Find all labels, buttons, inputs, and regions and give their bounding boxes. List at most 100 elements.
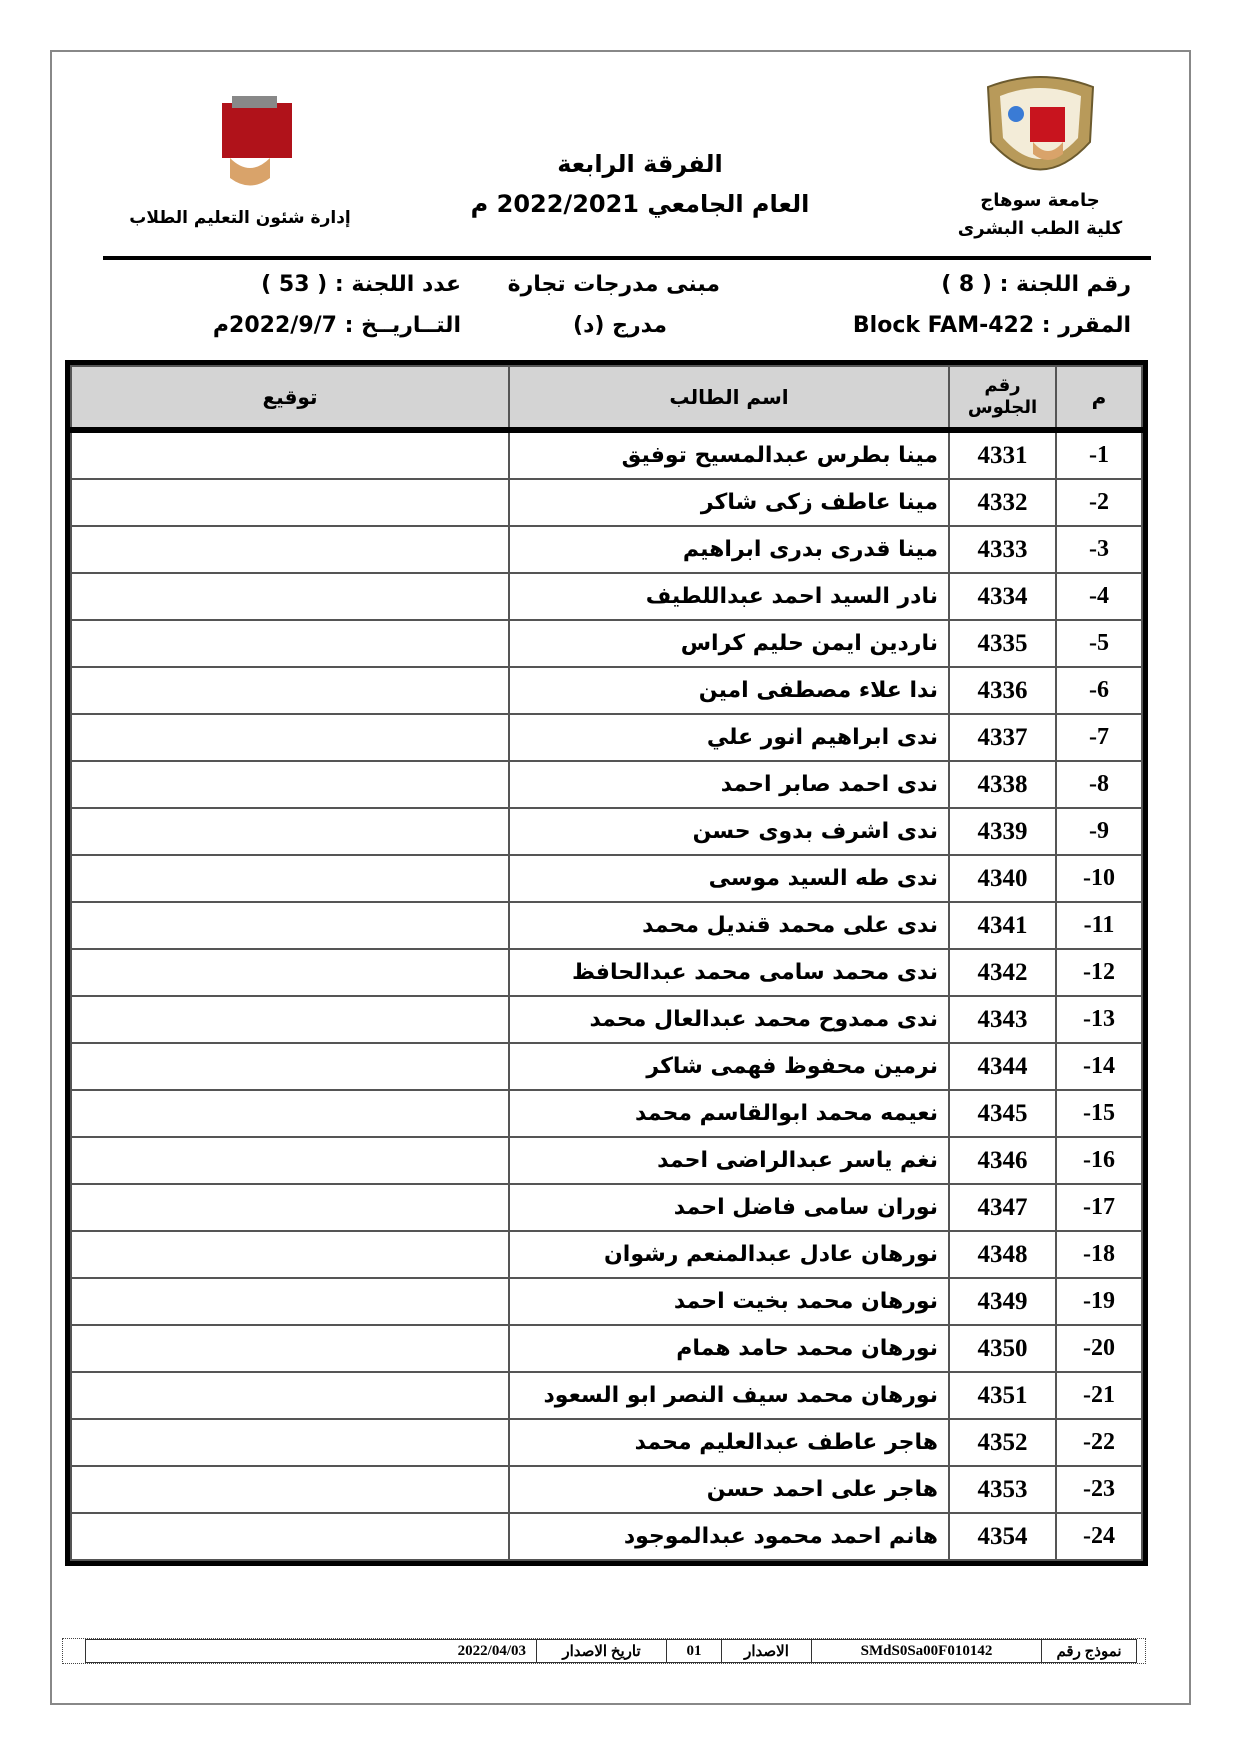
- seat-number: 4348: [948, 1230, 1057, 1279]
- student-name: ندى احمد صابر احمد: [508, 760, 950, 809]
- table-row: -22 4352 هاجر عاطف عبدالعليم محمد: [70, 1418, 1143, 1467]
- signature-cell[interactable]: [70, 1230, 510, 1279]
- form-number: SMdS0Sa00F010142: [811, 1639, 1042, 1663]
- seat-number: 4352: [948, 1418, 1057, 1467]
- row-index: -22: [1055, 1418, 1143, 1467]
- form-footer: نموذج رقم SMdS0Sa00F010142 الاصدار 01 تا…: [62, 1638, 1146, 1664]
- seat-number: 4340: [948, 854, 1057, 903]
- student-name: ندى ابراهيم انور علي: [508, 713, 950, 762]
- table-row: -23 4353 هاجر على احمد حسن: [70, 1465, 1143, 1514]
- student-name: ندى محمد سامى محمد عبدالحافظ: [508, 948, 950, 997]
- student-name: ناردين ايمن حليم كراس: [508, 619, 950, 668]
- table-row: -10 4340 ندى طه السيد موسى: [70, 854, 1143, 903]
- seat-number: 4337: [948, 713, 1057, 762]
- signature-cell[interactable]: [70, 572, 510, 621]
- academic-year-title: العام الجامعي 2022/2021 م: [470, 190, 810, 218]
- students-table: م رقم الجلوس اسم الطالب توقيع -1 4331 مينا…: [65, 360, 1148, 1566]
- seat-number: 4342: [948, 948, 1057, 997]
- student-name: هاجر على احمد حسن: [508, 1465, 950, 1514]
- table-row: -19 4349 نورهان محمد بخيت احمد: [70, 1277, 1143, 1326]
- seat-number: 4331: [948, 429, 1057, 480]
- header-index: م: [1055, 365, 1143, 433]
- signature-cell[interactable]: [70, 901, 510, 950]
- signature-cell[interactable]: [70, 1324, 510, 1373]
- table-row: -17 4347 نوران سامى فاضل احمد: [70, 1183, 1143, 1232]
- student-name: نوران سامى فاضل احمد: [508, 1183, 950, 1232]
- signature-cell[interactable]: [70, 760, 510, 809]
- signature-cell[interactable]: [70, 1089, 510, 1138]
- row-index: -21: [1055, 1371, 1143, 1420]
- signature-cell[interactable]: [70, 995, 510, 1044]
- exam-date: التــاريــخ : 2022/9/7م: [212, 313, 461, 338]
- signature-cell[interactable]: [70, 948, 510, 997]
- signature-cell[interactable]: [70, 1136, 510, 1185]
- signature-cell[interactable]: [70, 807, 510, 856]
- header-divider: [103, 256, 1151, 260]
- signature-cell[interactable]: [70, 429, 510, 480]
- row-index: -16: [1055, 1136, 1143, 1185]
- table-row: -13 4343 ندى ممدوح محمد عبدالعال محمد: [70, 995, 1143, 1044]
- row-index: -4: [1055, 572, 1143, 621]
- signature-cell[interactable]: [70, 1277, 510, 1326]
- student-name: نغم ياسر عبدالراضى احمد: [508, 1136, 950, 1185]
- seat-number: 4349: [948, 1277, 1057, 1326]
- row-index: -11: [1055, 901, 1143, 950]
- row-index: -20: [1055, 1324, 1143, 1373]
- row-index: -23: [1055, 1465, 1143, 1514]
- signature-cell[interactable]: [70, 1418, 510, 1467]
- row-index: -3: [1055, 525, 1143, 574]
- seat-number: 4347: [948, 1183, 1057, 1232]
- table-row: -16 4346 نغم ياسر عبدالراضى احمد: [70, 1136, 1143, 1185]
- table-row: -2 4332 مينا عاطف زكى شاكر: [70, 478, 1143, 527]
- student-name: مينا قدرى بدرى ابراهيم: [508, 525, 950, 574]
- committee-count: عدد اللجنة : ( 53 ): [261, 272, 461, 297]
- row-index: -15: [1055, 1089, 1143, 1138]
- course-code: المقرر : Block FAM-422: [852, 313, 1131, 338]
- table-header-row: م رقم الجلوس اسم الطالب توقيع: [70, 365, 1143, 433]
- signature-cell[interactable]: [70, 525, 510, 574]
- student-name: هاجر عاطف عبدالعليم محمد: [508, 1418, 950, 1467]
- grade-title: الفرقة الرابعة: [557, 150, 723, 178]
- table-row: -21 4351 نورهان محمد سيف النصر ابو السعود: [70, 1371, 1143, 1420]
- header-seat-number: رقم الجلوس: [948, 365, 1057, 433]
- student-name: نادر السيد احمد عبداللطيف: [508, 572, 950, 621]
- table-row: -6 4336 ندا علاء مصطفى امين: [70, 666, 1143, 715]
- row-index: -19: [1055, 1277, 1143, 1326]
- signature-cell[interactable]: [70, 478, 510, 527]
- seat-number: 4354: [948, 1512, 1057, 1561]
- signature-cell[interactable]: [70, 854, 510, 903]
- row-index: -13: [1055, 995, 1143, 1044]
- seat-number: 4341: [948, 901, 1057, 950]
- signature-cell[interactable]: [70, 1371, 510, 1420]
- row-index: -14: [1055, 1042, 1143, 1091]
- seat-number: 4345: [948, 1089, 1057, 1138]
- seat-number: 4338: [948, 760, 1057, 809]
- signature-cell[interactable]: [70, 713, 510, 762]
- student-name: نعيمه محمد ابوالقاسم محمد: [508, 1089, 950, 1138]
- seat-number: 4334: [948, 572, 1057, 621]
- seat-number: 4346: [948, 1136, 1057, 1185]
- signature-cell[interactable]: [70, 666, 510, 715]
- student-name: مينا بطرس عبدالمسيح توفيق: [508, 429, 950, 480]
- signature-cell[interactable]: [70, 1512, 510, 1561]
- committee-number: رقم اللجنة : ( 8 ): [941, 272, 1131, 297]
- row-index: -5: [1055, 619, 1143, 668]
- hall: مدرج (د): [573, 313, 667, 338]
- table-row: -9 4339 ندى اشرف بدوى حسن: [70, 807, 1143, 856]
- seat-number: 4339: [948, 807, 1057, 856]
- seat-number: 4344: [948, 1042, 1057, 1091]
- signature-cell[interactable]: [70, 1183, 510, 1232]
- issue-date: 2022/04/03: [85, 1639, 537, 1663]
- table-row: -4 4334 نادر السيد احمد عبداللطيف: [70, 572, 1143, 621]
- table-row: -11 4341 ندى على محمد قنديل محمد: [70, 901, 1143, 950]
- signature-cell[interactable]: [70, 1042, 510, 1091]
- signature-cell[interactable]: [70, 619, 510, 668]
- table-row: -8 4338 ندى احمد صابر احمد: [70, 760, 1143, 809]
- row-index: -24: [1055, 1512, 1143, 1561]
- table-row: -1 4331 مينا بطرس عبدالمسيح توفيق: [70, 429, 1143, 480]
- student-name: نورهان عادل عبدالمنعم رشوان: [508, 1230, 950, 1279]
- table-row: -15 4345 نعيمه محمد ابوالقاسم محمد: [70, 1089, 1143, 1138]
- signature-cell[interactable]: [70, 1465, 510, 1514]
- row-index: -18: [1055, 1230, 1143, 1279]
- building: مبنى مدرجات تجارة: [507, 272, 720, 297]
